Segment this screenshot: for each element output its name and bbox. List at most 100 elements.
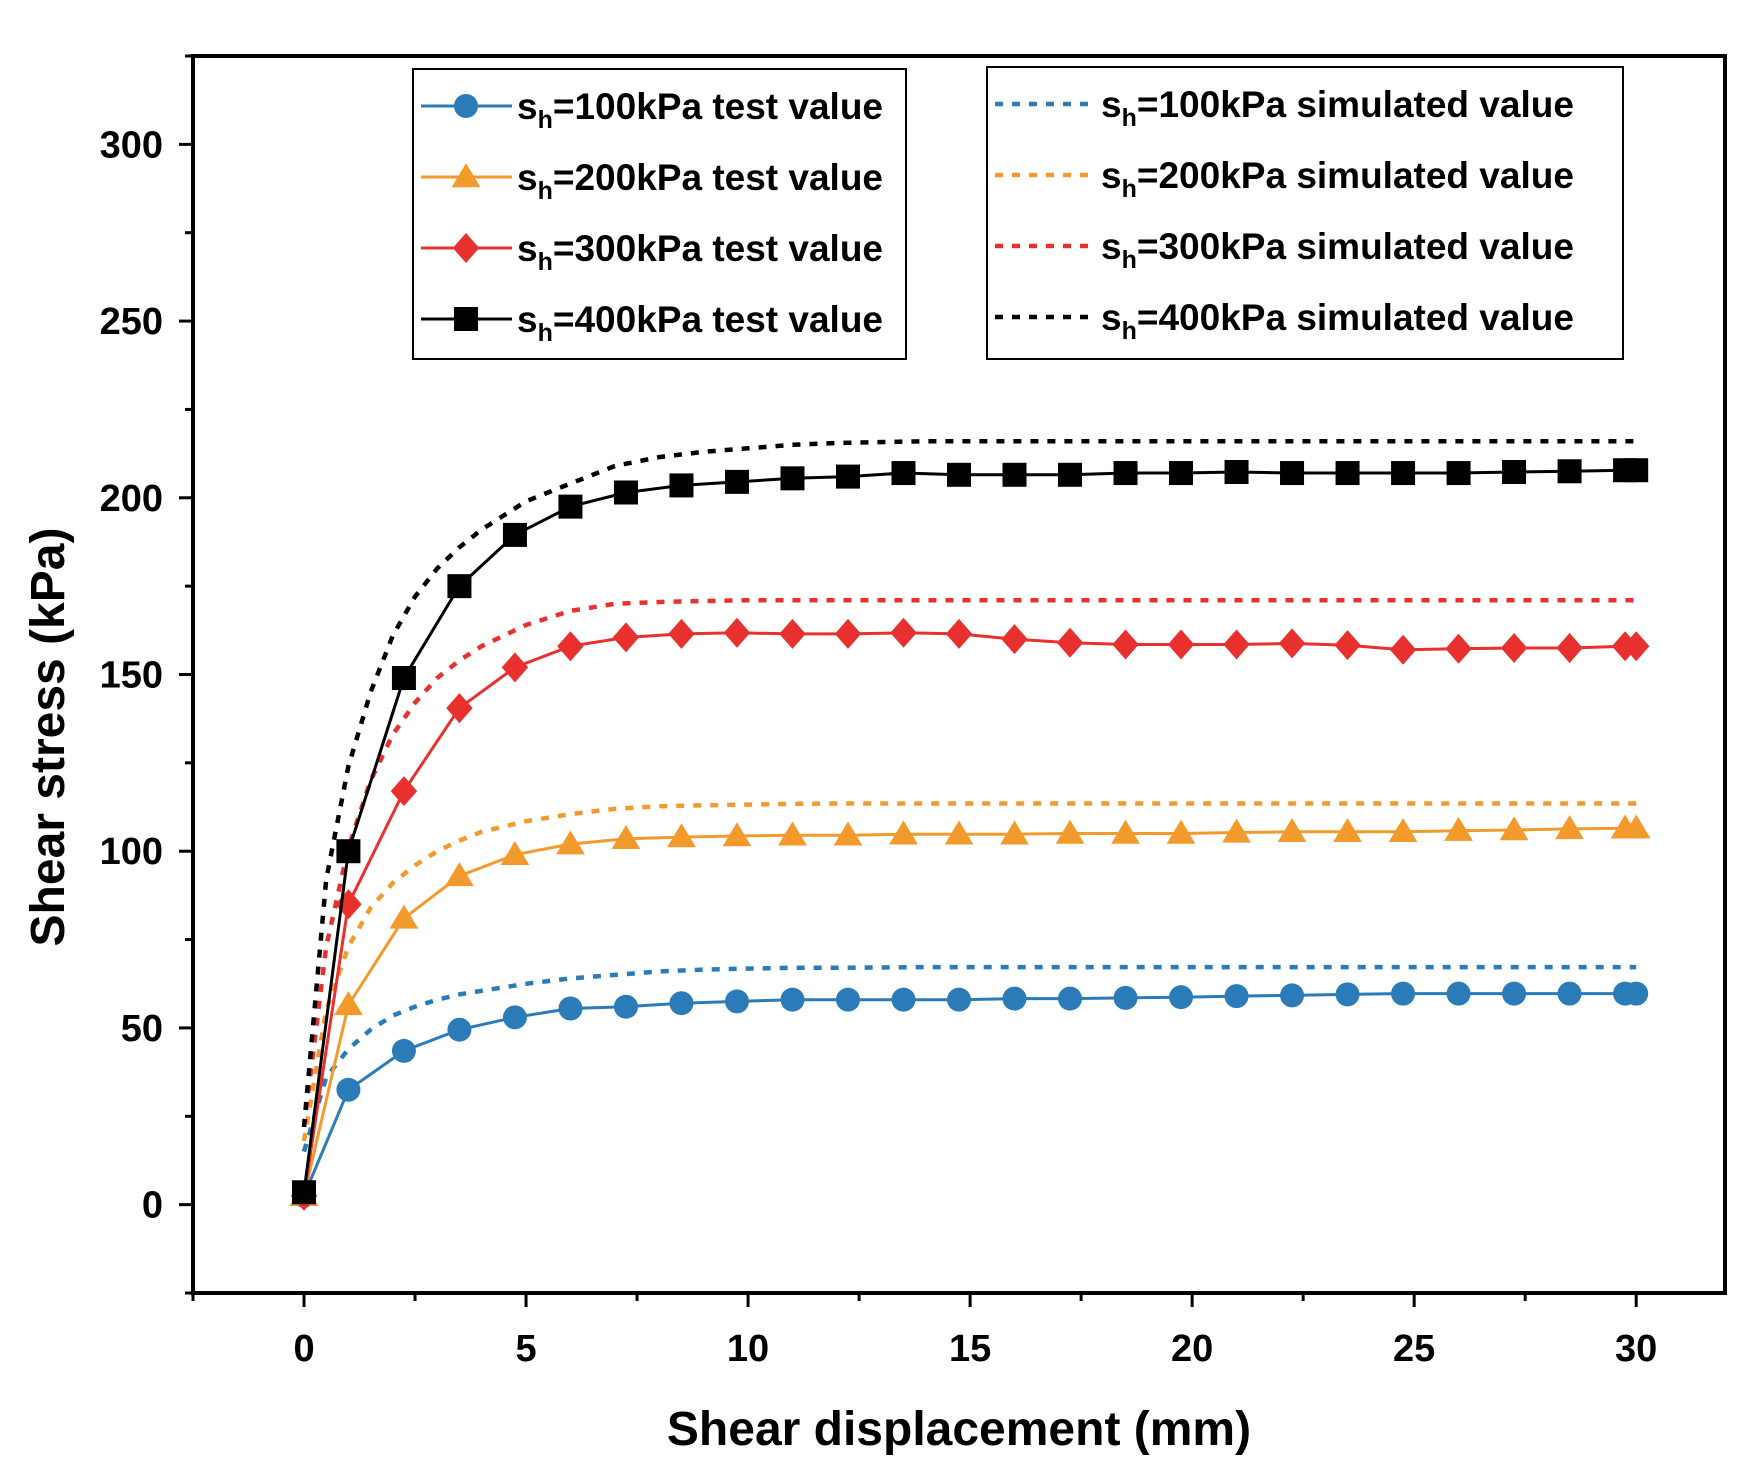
data-point-100kpa-test-value-5 <box>558 996 583 1021</box>
data-point-100kpa-test-value-18 <box>1280 983 1305 1008</box>
legend-label-prefix: s <box>1101 155 1122 196</box>
x-tick-label-0: 0 <box>293 1328 314 1370</box>
data-point-200kpa-test-value-22 <box>1499 816 1529 841</box>
legend-simulated-frame <box>986 66 1624 360</box>
test-line-100kpa-test-value <box>302 992 1637 1197</box>
data-point-400kpa-test-value-4 <box>502 522 527 547</box>
data-point-300kpa-test-value-15 <box>1112 629 1139 660</box>
legend-entry-400kpa-test-value: sh=400kPa test value <box>421 299 883 347</box>
legend-label-200kpa-test-value: sh=200kPa test value <box>517 157 883 205</box>
data-point-400kpa-test-value-21 <box>1446 461 1471 486</box>
data-point-200kpa-test-value-18 <box>1277 817 1307 842</box>
data-point-400kpa-test-value-3 <box>447 574 472 599</box>
series-400kpa-test-value <box>292 458 1649 1205</box>
y-axis-title: Shear stress (kPa) <box>22 528 75 947</box>
legend-marker-100kpa-test-value <box>454 94 478 118</box>
legend-label-prefix: s <box>517 86 538 127</box>
legend-entry-200kpa-simulated-value: sh=200kPa simulated value <box>995 155 1574 203</box>
series-100kpa-test-value <box>292 981 1649 1208</box>
legend-label-prefix: s <box>517 157 538 198</box>
series-100kpa-simulated-value <box>301 964 1637 1153</box>
data-point-100kpa-test-value-10 <box>835 987 860 1012</box>
data-point-100kpa-test-value-8 <box>724 989 749 1014</box>
data-point-400kpa-test-value-18 <box>1280 461 1305 486</box>
data-point-100kpa-test-value-1 <box>336 1077 361 1102</box>
data-point-400kpa-test-value-6 <box>613 480 638 505</box>
legend-label-100kpa-simulated-value: sh=100kPa simulated value <box>1101 84 1574 132</box>
data-point-200kpa-test-value-7 <box>667 823 696 848</box>
data-point-100kpa-test-value-6 <box>613 994 638 1019</box>
legend-label-subscript: h <box>1122 246 1137 274</box>
sim-line-200kpa-simulated-value <box>301 801 1637 1142</box>
y-tick-label-300: 300 <box>100 124 163 166</box>
data-point-100kpa-test-value-22 <box>1502 981 1527 1006</box>
legend-label-prefix: s <box>517 228 538 269</box>
data-point-300kpa-test-value-19 <box>1334 630 1361 661</box>
legend-label-subscript: h <box>538 177 553 205</box>
legend-label-subscript: h <box>538 248 553 276</box>
data-point-300kpa-test-value-8 <box>723 617 751 648</box>
data-point-200kpa-test-value-16 <box>1166 819 1196 844</box>
data-point-100kpa-test-value-20 <box>1391 981 1416 1006</box>
legend-label-200kpa-simulated-value: sh=200kPa simulated value <box>1101 155 1574 203</box>
data-point-300kpa-test-value-20 <box>1389 634 1417 665</box>
data-point-100kpa-test-value-23 <box>1557 981 1582 1006</box>
legend-label-subscript: h <box>538 319 553 347</box>
data-point-200kpa-test-value-9 <box>778 821 807 846</box>
sim-line-100kpa-simulated-value <box>301 964 1637 1153</box>
data-point-300kpa-test-value-11 <box>890 617 917 648</box>
data-point-100kpa-test-value-25 <box>1624 981 1649 1006</box>
x-axis-title: Shear displacement (mm) <box>667 1403 1251 1456</box>
data-point-100kpa-test-value-4 <box>502 1005 527 1030</box>
data-point-200kpa-test-value-11 <box>889 820 918 845</box>
data-point-100kpa-test-value-3 <box>447 1017 472 1042</box>
legend-label-text: =200kPa test value <box>553 157 883 198</box>
data-point-100kpa-test-value-16 <box>1169 985 1194 1010</box>
legend-label-prefix: s <box>1101 84 1122 125</box>
test-line-300kpa-test-value <box>302 631 1637 1197</box>
x-tick-label-20: 20 <box>1171 1328 1213 1370</box>
data-point-200kpa-test-value-15 <box>1111 819 1140 844</box>
data-point-400kpa-test-value-1 <box>336 839 361 864</box>
data-point-300kpa-test-value-9 <box>779 618 806 649</box>
y-tick-label-0: 0 <box>142 1185 163 1227</box>
legend-label-400kpa-simulated-value: sh=400kPa simulated value <box>1101 297 1574 345</box>
data-point-200kpa-test-value-6 <box>611 825 641 850</box>
data-point-200kpa-test-value-1 <box>334 991 363 1016</box>
data-point-400kpa-test-value-15 <box>1113 461 1138 486</box>
legend-label-subscript: h <box>1122 175 1137 203</box>
legend-entry-100kpa-test-value: sh=100kPa test value <box>421 86 883 134</box>
data-point-400kpa-test-value-5 <box>558 494 583 519</box>
data-point-300kpa-test-value-16 <box>1167 629 1195 660</box>
sim-line-300kpa-simulated-value <box>301 598 1637 1128</box>
data-point-200kpa-test-value-25 <box>1621 814 1651 839</box>
legend-entry-200kpa-test-value: sh=200kPa test value <box>421 157 883 205</box>
data-point-100kpa-test-value-7 <box>669 991 694 1016</box>
data-point-400kpa-test-value-9 <box>780 466 805 491</box>
data-point-300kpa-test-value-23 <box>1556 632 1583 663</box>
series-300kpa-test-value <box>290 617 1650 1211</box>
data-point-400kpa-test-value-8 <box>724 469 749 494</box>
legend-entry-400kpa-simulated-value: sh=400kPa simulated value <box>995 297 1574 345</box>
legend-entry-300kpa-simulated-value: sh=300kPa simulated value <box>995 226 1574 274</box>
legend-label-text: =100kPa test value <box>553 86 883 127</box>
y-tick-label-250: 250 <box>100 301 163 343</box>
data-point-400kpa-test-value-22 <box>1502 459 1527 484</box>
data-point-100kpa-test-value-13 <box>1002 986 1027 1011</box>
data-point-300kpa-test-value-4 <box>501 652 529 683</box>
legend-label-text: =300kPa simulated value <box>1137 226 1574 267</box>
legend-label-text: =400kPa test value <box>553 299 883 340</box>
x-tick-label-25: 25 <box>1393 1328 1435 1370</box>
y-tick-label-100: 100 <box>100 831 163 873</box>
series-200kpa-test-value <box>289 814 1651 1207</box>
data-point-200kpa-test-value-19 <box>1333 817 1362 842</box>
legend-label-text: =300kPa test value <box>553 228 883 269</box>
x-tick-label-30: 30 <box>1615 1328 1657 1370</box>
data-point-300kpa-test-value-6 <box>612 622 640 653</box>
data-point-400kpa-test-value-7 <box>669 473 694 498</box>
data-point-300kpa-test-value-5 <box>557 631 584 662</box>
legend-marker-200kpa-test-value <box>451 163 481 188</box>
data-point-100kpa-test-value-11 <box>891 987 916 1012</box>
